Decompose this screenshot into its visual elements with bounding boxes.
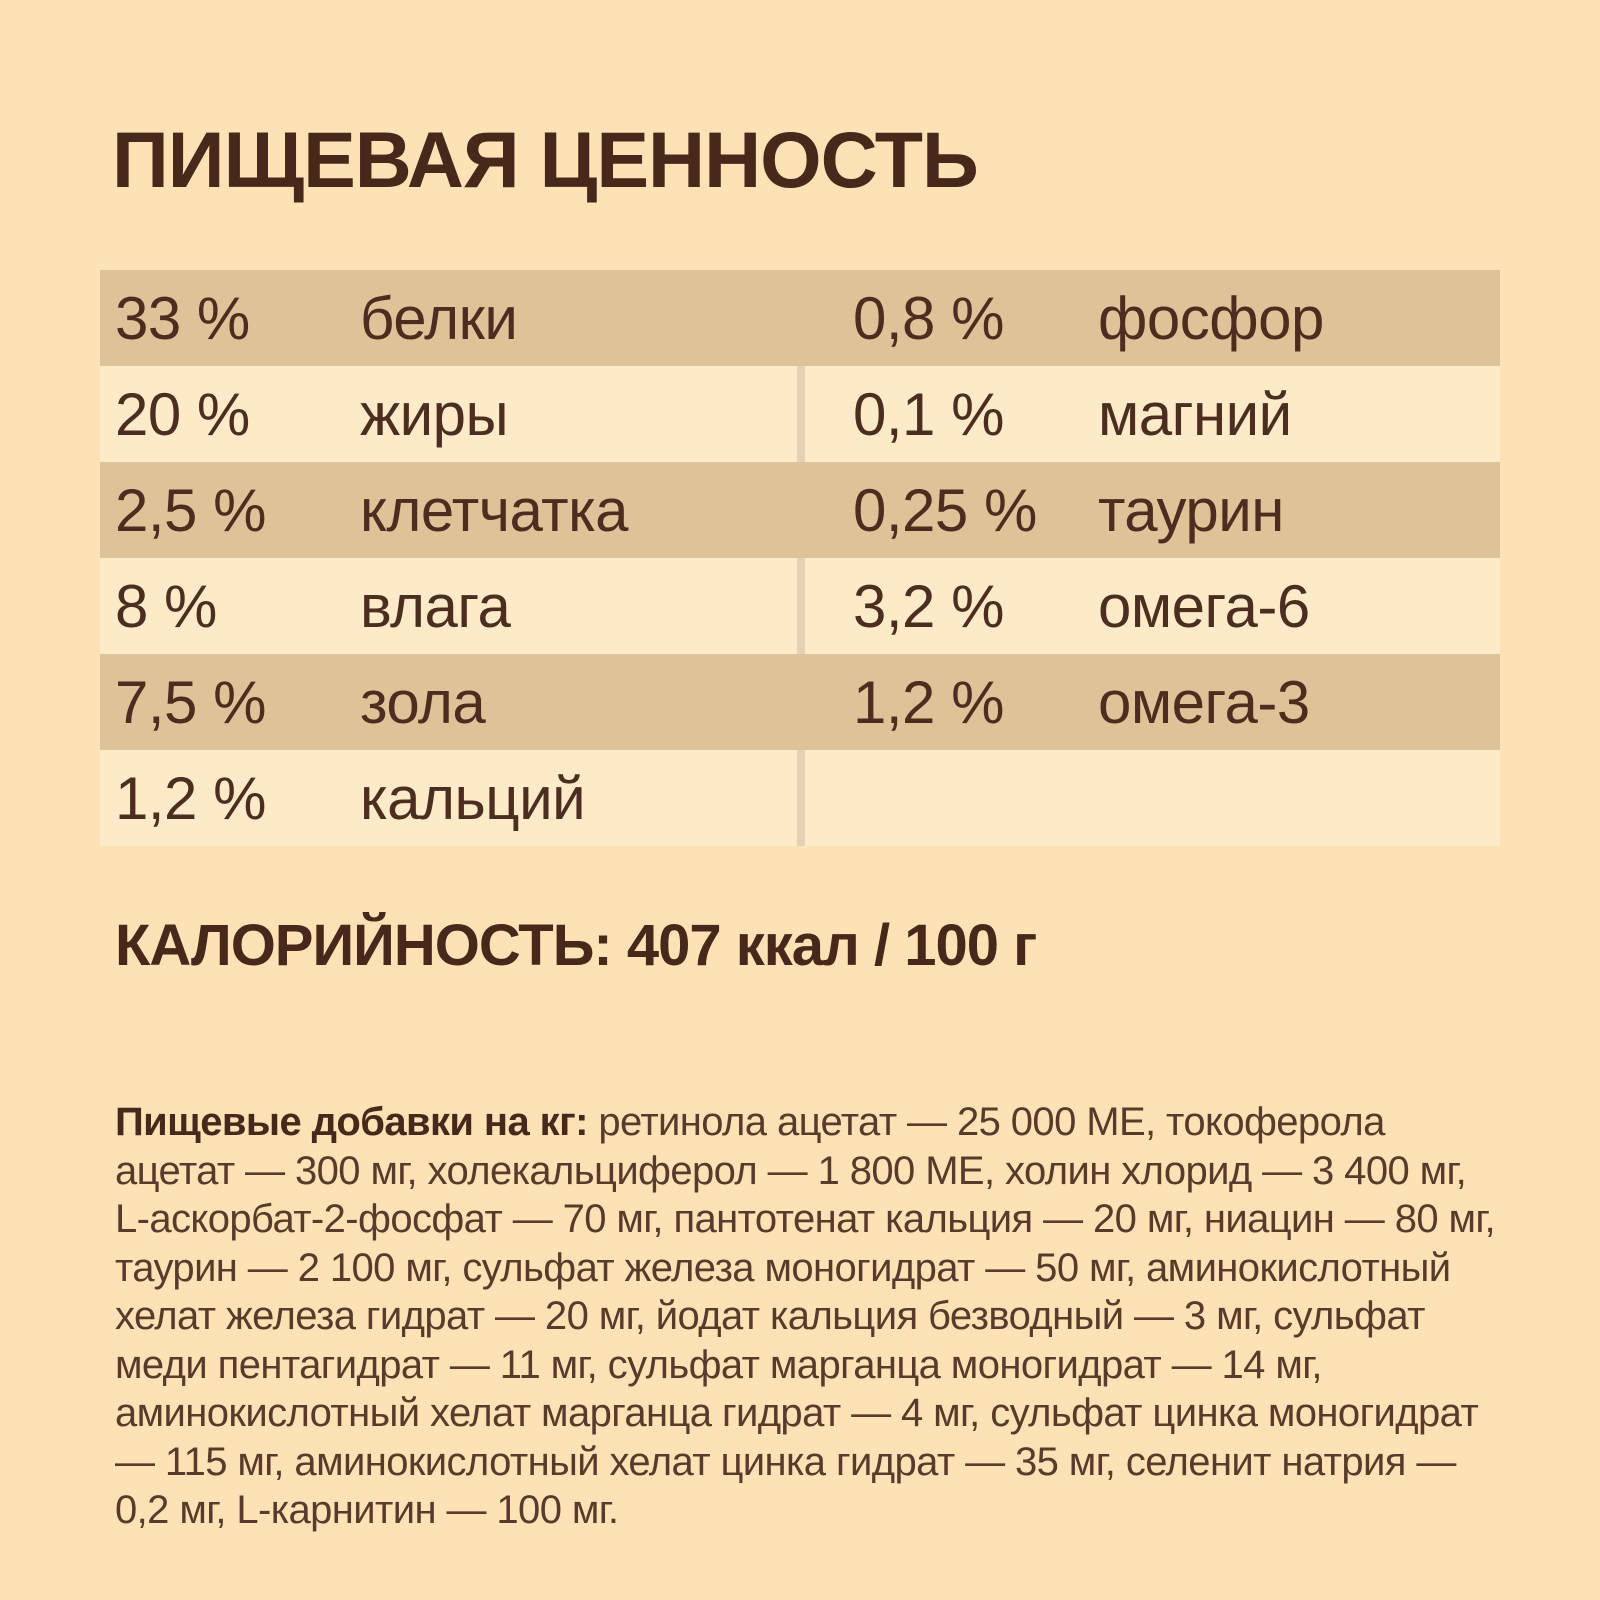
additives-text: ретинола ацетат — 25 000 МЕ, токоферола …	[115, 1100, 1496, 1532]
nutrient-value: 1,2 %	[115, 764, 266, 832]
nutrient-label: кальций	[360, 764, 586, 832]
nutrient-value: 0,25 %	[853, 476, 1037, 544]
additives-paragraph: Пищевые добавки на кг: ретинола ацетат —…	[115, 1098, 1500, 1535]
nutrient-value: 2,5 %	[115, 476, 266, 544]
table-cell: 33 % белки	[100, 270, 800, 366]
additives-lead: Пищевые добавки на кг:	[115, 1100, 588, 1144]
table-row: 33 % белки 0,8 % фосфор	[100, 270, 1500, 366]
table-cell	[800, 750, 1500, 846]
table-cell: 3,2 % омега-6	[800, 558, 1500, 654]
nutrition-table: 33 % белки 0,8 % фосфор 20 % жиры 0,1 % …	[100, 270, 1500, 846]
nutrient-label: клетчатка	[360, 476, 629, 544]
nutrient-value: 20 %	[115, 380, 250, 448]
nutrient-label: омега-6	[1098, 572, 1310, 640]
table-cell: 0,8 % фосфор	[800, 270, 1500, 366]
table-cell: 8 % влага	[100, 558, 800, 654]
page-title: ПИЩЕВАЯ ЦЕННОСТЬ	[112, 115, 979, 204]
nutrient-value: 33 %	[115, 284, 250, 352]
nutrient-value: 7,5 %	[115, 668, 266, 736]
nutrient-label: таурин	[1098, 476, 1284, 544]
nutrient-label: белки	[360, 284, 518, 352]
calories-line: КАЛОРИЙНОСТЬ: 407 ккал / 100 г	[115, 913, 1037, 978]
table-cell: 2,5 % клетчатка	[100, 462, 800, 558]
nutrient-label: жиры	[360, 380, 509, 448]
table-row: 1,2 % кальций	[100, 750, 1500, 846]
table-row: 8 % влага 3,2 % омега-6	[100, 558, 1500, 654]
table-row: 7,5 % зола 1,2 % омега-3	[100, 654, 1500, 750]
nutrient-value: 3,2 %	[853, 572, 1004, 640]
nutrient-label: влага	[360, 572, 511, 640]
nutrient-label: омега-3	[1098, 668, 1310, 736]
table-cell: 1,2 % кальций	[100, 750, 800, 846]
nutrient-value: 8 %	[115, 572, 217, 640]
table-cell: 0,1 % магний	[800, 366, 1500, 462]
table-cell: 0,25 % таурин	[800, 462, 1500, 558]
nutrient-label: магний	[1098, 380, 1292, 448]
nutrient-value: 1,2 %	[853, 668, 1004, 736]
nutrient-label: фосфор	[1098, 284, 1324, 352]
table-cell: 20 % жиры	[100, 366, 800, 462]
column-divider-line	[797, 270, 805, 846]
table-cell: 1,2 % омега-3	[800, 654, 1500, 750]
nutrient-value: 0,8 %	[853, 284, 1004, 352]
nutrient-label: зола	[360, 668, 486, 736]
nutrient-value: 0,1 %	[853, 380, 1004, 448]
table-cell: 7,5 % зола	[100, 654, 800, 750]
table-row: 20 % жиры 0,1 % магний	[100, 366, 1500, 462]
table-row: 2,5 % клетчатка 0,25 % таурин	[100, 462, 1500, 558]
